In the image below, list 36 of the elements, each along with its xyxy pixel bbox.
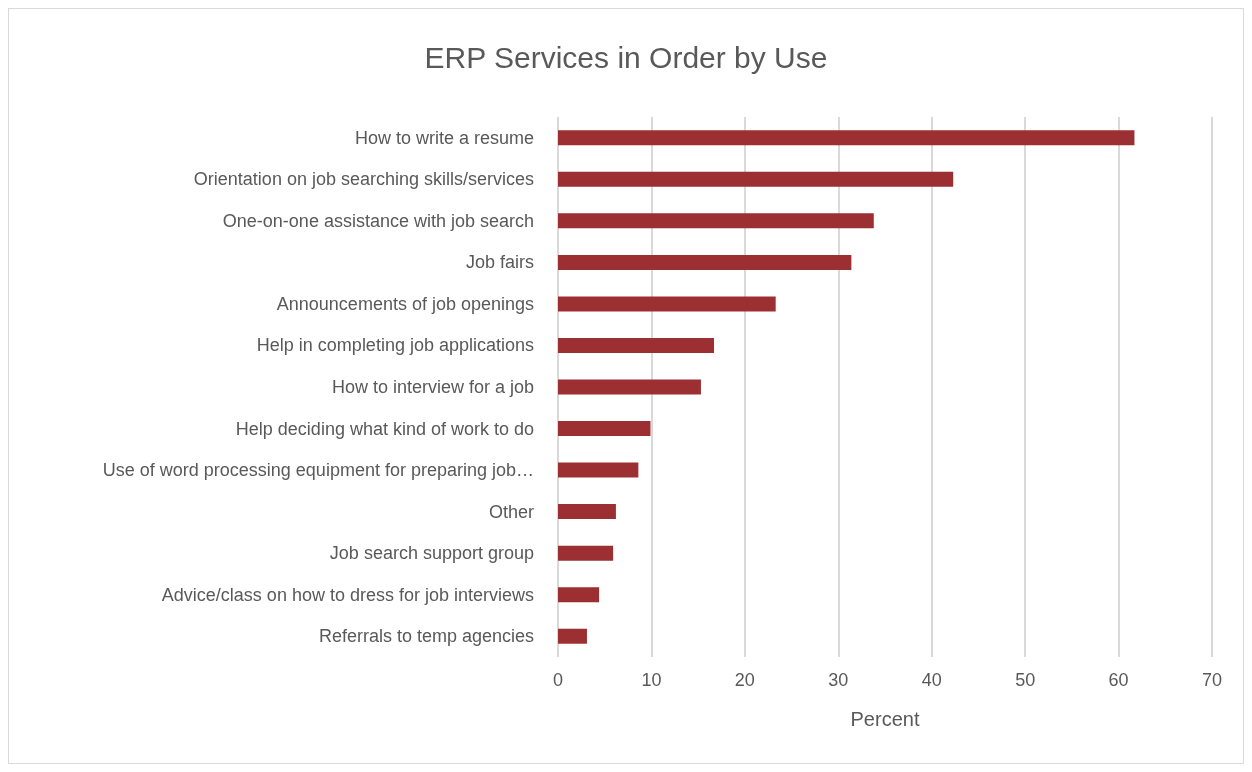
bar — [558, 337, 715, 353]
x-tick-label: 0 — [552, 670, 564, 690]
y-tick-label: Referrals to temp agencies — [318, 626, 534, 647]
y-tick-label: Other — [488, 501, 534, 522]
bar — [558, 587, 600, 603]
bar — [558, 545, 614, 561]
y-tick-label: Use of word processing equipment for preparing job… — [102, 460, 534, 481]
x-tick-label: 20 — [734, 670, 755, 690]
y-tick-label: Announcements of job openings — [276, 293, 534, 314]
chart-title: ERP Services in Order by Use — [424, 40, 828, 74]
bar — [558, 296, 776, 312]
x-tick-label: 50 — [1015, 670, 1036, 690]
x-tick-label: 70 — [1201, 670, 1223, 690]
x-tick-label: 60 — [1108, 670, 1129, 690]
y-tick-label: Orientation on job searching skills/services — [193, 169, 534, 190]
bar — [558, 130, 1135, 146]
bar — [558, 421, 651, 437]
y-tick-label: One-on-one assistance with job search — [222, 210, 534, 231]
bar — [558, 504, 616, 520]
bar — [558, 379, 701, 395]
x-tick-label: 40 — [921, 670, 942, 690]
y-tick-label: Job fairs — [465, 252, 534, 273]
y-tick-label: Help deciding what kind of work to do — [235, 418, 534, 439]
x-axis-title: Percent — [850, 708, 920, 730]
bar — [558, 213, 874, 229]
y-tick-label: Job search support group — [329, 543, 534, 564]
bar — [558, 462, 639, 478]
bar — [558, 254, 852, 270]
y-tick-label: Advice/class on how to dress for job interviews — [161, 584, 534, 605]
y-tick-label: How to write a resume — [354, 127, 534, 148]
y-tick-label: Help in completing job applications — [256, 335, 534, 356]
x-tick-label: 10 — [641, 670, 662, 690]
bar — [558, 628, 587, 644]
bar — [558, 171, 954, 187]
x-tick-label: 30 — [828, 670, 849, 690]
y-tick-label: How to interview for a job — [331, 377, 534, 397]
